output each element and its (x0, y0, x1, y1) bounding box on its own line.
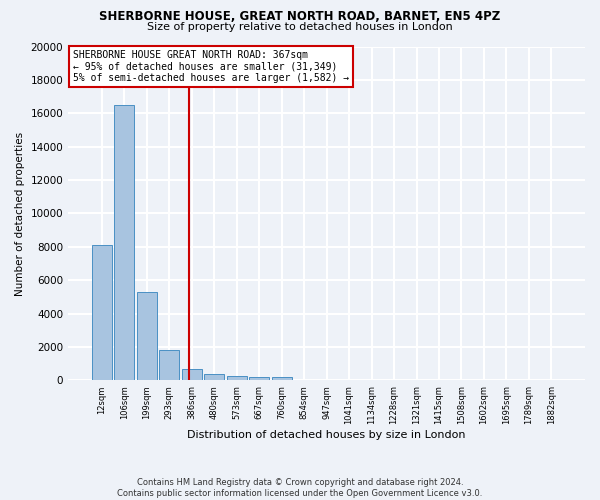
Text: SHERBORNE HOUSE GREAT NORTH ROAD: 367sqm
← 95% of detached houses are smaller (3: SHERBORNE HOUSE GREAT NORTH ROAD: 367sqm… (73, 50, 349, 83)
Text: SHERBORNE HOUSE, GREAT NORTH ROAD, BARNET, EN5 4PZ: SHERBORNE HOUSE, GREAT NORTH ROAD, BARNE… (100, 10, 500, 23)
Y-axis label: Number of detached properties: Number of detached properties (15, 132, 25, 296)
Bar (204, 374, 224, 380)
Bar (182, 369, 202, 380)
Bar (114, 105, 134, 380)
X-axis label: Distribution of detached houses by size in London: Distribution of detached houses by size … (187, 430, 466, 440)
Bar (227, 376, 247, 380)
Bar (92, 245, 112, 380)
Text: Size of property relative to detached houses in London: Size of property relative to detached ho… (147, 22, 453, 32)
Bar (159, 350, 179, 380)
Text: Contains HM Land Registry data © Crown copyright and database right 2024.
Contai: Contains HM Land Registry data © Crown c… (118, 478, 482, 498)
Bar (137, 292, 157, 380)
Bar (272, 378, 292, 380)
Bar (249, 377, 269, 380)
